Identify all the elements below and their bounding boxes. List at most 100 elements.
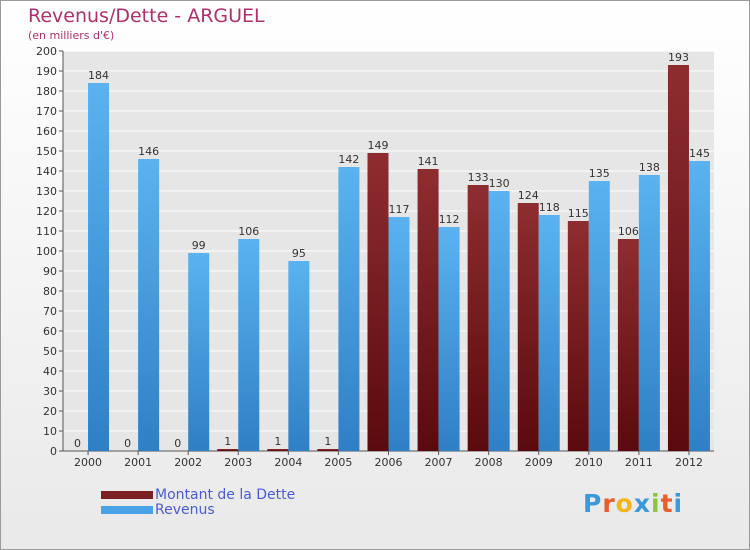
data-label: 133 [468, 171, 489, 184]
data-label: 130 [489, 177, 510, 190]
x-tick-label: 2012 [675, 456, 703, 469]
bar-revenus [588, 181, 610, 451]
bar-revenus [188, 253, 210, 451]
x-tick-label: 2007 [425, 456, 453, 469]
x-tick-label: 2009 [525, 456, 553, 469]
logo-letter: P [583, 489, 603, 518]
x-tick-label: 2004 [274, 456, 302, 469]
x-tick-label: 2010 [575, 456, 603, 469]
data-label: 149 [368, 139, 389, 152]
logo-letter: i [673, 489, 684, 518]
y-tick-label: 90 [43, 265, 57, 278]
y-tick-label: 110 [36, 225, 57, 238]
logo-letter: t [660, 489, 674, 518]
bar-revenus [288, 261, 310, 451]
bar-revenus [438, 227, 460, 451]
x-tick-label: 2000 [74, 456, 102, 469]
legend-swatch [101, 490, 153, 499]
logo-letter: x [633, 489, 651, 518]
y-tick-label: 0 [50, 445, 57, 458]
y-tick-label: 70 [43, 305, 57, 318]
y-tick-label: 120 [36, 205, 57, 218]
data-label: 112 [439, 213, 460, 226]
bar-dette [367, 153, 389, 451]
bar-dette [267, 449, 289, 451]
bar-revenus [238, 239, 260, 451]
legend-swatch [101, 505, 153, 514]
y-tick-label: 190 [36, 65, 57, 78]
x-tick-label: 2008 [475, 456, 503, 469]
bar-revenus [638, 175, 660, 451]
data-label: 118 [539, 201, 560, 214]
x-tick-label: 2001 [124, 456, 152, 469]
proxiti-logo: Proxiti [583, 489, 683, 518]
data-label: 0 [124, 437, 131, 450]
bar-dette [217, 449, 239, 451]
data-label: 1 [274, 435, 281, 448]
data-label: 99 [192, 239, 206, 252]
data-label: 1 [324, 435, 331, 448]
y-tick-label: 150 [36, 145, 57, 158]
bar-revenus [88, 83, 110, 451]
bar-dette [517, 203, 539, 451]
data-label: 1 [224, 435, 231, 448]
y-tick-label: 40 [43, 365, 57, 378]
data-label: 193 [668, 51, 689, 64]
bar-dette [567, 221, 589, 451]
bar-revenus [688, 161, 710, 451]
y-tick-label: 80 [43, 285, 57, 298]
y-tick-label: 30 [43, 385, 57, 398]
chart-subtitle: (en milliers d'€) [28, 29, 115, 42]
y-tick-label: 170 [36, 105, 57, 118]
data-label: 146 [138, 145, 159, 158]
y-tick-label: 10 [43, 425, 57, 438]
x-tick-label: 2002 [174, 456, 202, 469]
data-label: 184 [88, 69, 109, 82]
bar-dette [317, 449, 339, 451]
y-tick-label: 180 [36, 85, 57, 98]
bar-revenus [388, 217, 410, 451]
y-tick-label: 100 [36, 245, 57, 258]
legend: Montant de la Dette Revenus [101, 486, 296, 518]
bar-revenus [538, 215, 560, 451]
bar-revenus [338, 167, 360, 451]
bar-dette [667, 65, 689, 451]
bar-dette [467, 185, 489, 451]
y-tick-label: 160 [36, 125, 57, 138]
data-label: 0 [74, 437, 81, 450]
logo-letter: r [602, 489, 616, 518]
y-tick-label: 130 [36, 185, 57, 198]
data-label: 145 [689, 147, 710, 160]
legend-label: Montant de la Dette [155, 486, 296, 503]
data-label: 124 [518, 189, 539, 202]
y-tick-label: 20 [43, 405, 57, 418]
data-label: 95 [292, 247, 306, 260]
chart-title: Revenus/Dette - ARGUEL [28, 5, 265, 27]
data-label: 106 [618, 225, 639, 238]
legend-label: Revenus [155, 501, 215, 518]
data-label: 106 [238, 225, 259, 238]
data-label: 141 [418, 155, 439, 168]
bar-revenus [488, 191, 510, 451]
logo-letter: i [651, 489, 661, 518]
x-tick-label: 2006 [375, 456, 403, 469]
bar-dette [617, 239, 639, 451]
legend-item: Montant de la Dette [101, 486, 296, 503]
x-tick-label: 2005 [324, 456, 352, 469]
data-label: 115 [568, 207, 589, 220]
legend-item: Revenus [101, 501, 295, 518]
bar-revenus [138, 159, 160, 451]
bar-dette [417, 169, 439, 451]
data-label: 142 [338, 153, 359, 166]
x-tick-label: 2011 [625, 456, 653, 469]
logo-letter: o [615, 489, 634, 518]
y-tick-label: 60 [43, 325, 57, 338]
y-tick-label: 50 [43, 345, 57, 358]
y-tick-label: 200 [36, 45, 57, 58]
data-label: 0 [174, 437, 181, 450]
x-tick-label: 2003 [224, 456, 252, 469]
y-tick-label: 140 [36, 165, 57, 178]
data-label: 138 [639, 161, 660, 174]
data-label: 117 [389, 203, 410, 216]
